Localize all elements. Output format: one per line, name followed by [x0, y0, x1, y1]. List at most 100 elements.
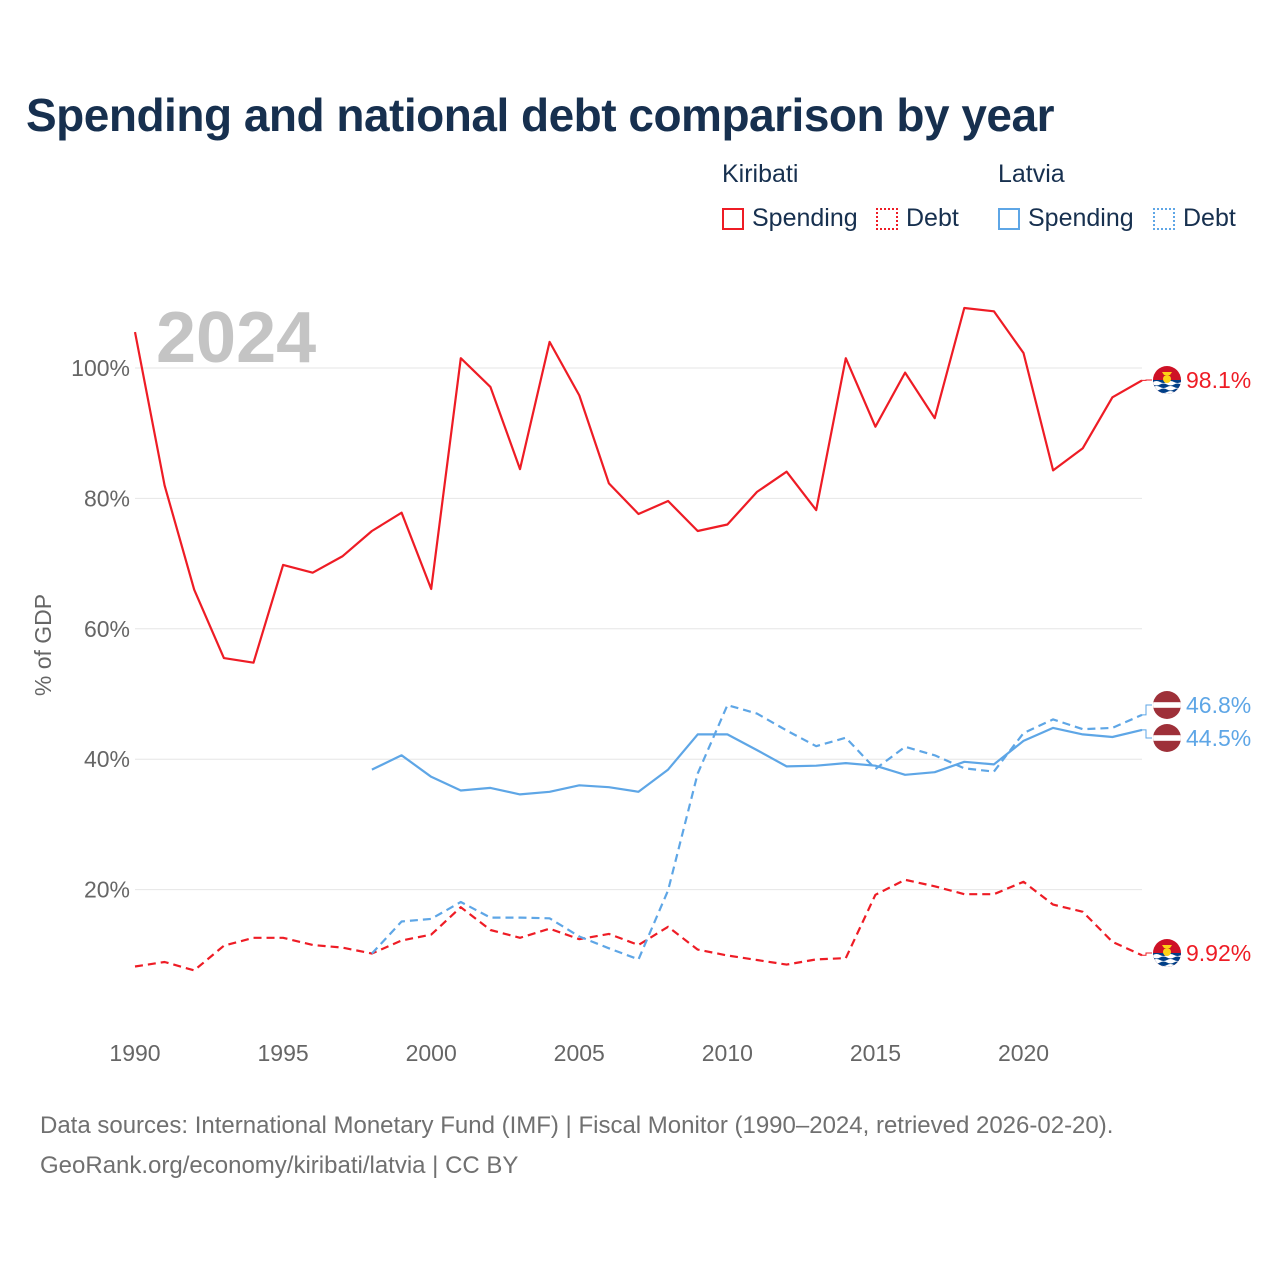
x-tick-label: 2010 — [702, 1040, 753, 1066]
data-point-latvia-debt — [429, 917, 433, 921]
data-point-latvia-spending — [666, 768, 670, 772]
data-point-kiribati-spending — [222, 656, 226, 660]
data-point-kiribati-debt — [192, 968, 196, 972]
data-point-latvia-debt — [459, 900, 463, 904]
data-point-kiribati-debt — [548, 927, 552, 931]
data-point-kiribati-debt — [962, 892, 966, 896]
data-point-kiribati-spending — [1022, 351, 1026, 355]
data-point-latvia-spending — [933, 770, 937, 774]
data-point-kiribati-debt — [222, 944, 226, 948]
data-point-kiribati-spending — [962, 306, 966, 310]
data-point-latvia-spending — [1051, 726, 1055, 730]
data-point-latvia-debt — [962, 766, 966, 770]
data-point-kiribati-debt — [666, 925, 670, 929]
x-tick-label: 2015 — [850, 1040, 901, 1066]
series-line-kiribati-debt — [134, 878, 1143, 972]
legend-item-kiribati-spending[interactable]: Spending — [722, 204, 858, 233]
data-point-kiribati-spending — [577, 393, 581, 397]
data-point-latvia-debt — [518, 916, 522, 920]
data-point-latvia-spending — [725, 732, 729, 736]
source-line-2[interactable]: GeoRank.org/economy/kiribati/latvia | CC… — [40, 1152, 519, 1179]
kiribati-flag-icon — [1153, 939, 1181, 967]
end-label-kiribati-debt: 9.92% — [1186, 940, 1251, 966]
data-point-latvia-spending — [903, 773, 907, 777]
data-point-latvia-spending — [785, 764, 789, 768]
data-point-kiribati-spending — [725, 523, 729, 527]
data-point-latvia-debt — [696, 772, 700, 776]
series-line-latvia-spending — [371, 726, 1143, 796]
source-note: Data sources: International Monetary Fun… — [40, 1106, 1113, 1186]
data-point-kiribati-debt — [637, 943, 641, 947]
legend-group-kiribati: Kiribati — [722, 160, 799, 188]
end-label-kiribati-spending: 98.1% — [1186, 367, 1251, 393]
data-point-kiribati-debt — [992, 892, 996, 896]
data-point-latvia-spending — [1110, 735, 1114, 739]
data-point-latvia-spending — [459, 789, 463, 793]
data-point-kiribati-spending — [814, 508, 818, 512]
y-tick-label: 100% — [71, 355, 130, 381]
data-point-latvia-debt — [1051, 717, 1055, 721]
data-point-kiribati-debt — [933, 884, 937, 888]
y-tick-label: 20% — [84, 877, 130, 903]
data-point-kiribati-debt — [725, 954, 729, 958]
data-point-latvia-spending — [962, 760, 966, 764]
end-connector-latvia-debt — [1142, 704, 1152, 716]
data-point-latvia-spending — [637, 790, 641, 794]
latvia-flag-icon — [1153, 691, 1181, 719]
legend-label-latvia-spending: Spending — [1028, 204, 1134, 232]
data-point-kiribati-spending — [370, 529, 374, 533]
series-line-kiribati-spending — [133, 306, 1143, 664]
legend-swatch-latvia-spending — [998, 207, 1020, 230]
legend-item-latvia-spending[interactable]: Spending — [998, 204, 1134, 233]
data-point-kiribati-spending — [696, 529, 700, 533]
x-tick-label: 2000 — [406, 1040, 457, 1066]
x-tick-label: 1995 — [258, 1040, 309, 1066]
legend-group-latvia: Latvia — [998, 160, 1065, 188]
data-point-latvia-debt — [548, 916, 552, 920]
data-point-kiribati-spending — [340, 554, 344, 558]
x-tick-label: 2005 — [554, 1040, 605, 1066]
data-point-kiribati-debt — [1022, 880, 1026, 884]
legend-item-latvia-debt[interactable]: Debt — [1153, 204, 1236, 233]
data-point-latvia-debt — [725, 703, 729, 707]
data-point-kiribati-debt — [903, 878, 907, 882]
data-point-kiribati-debt — [873, 893, 877, 897]
data-point-kiribati-debt — [1110, 940, 1114, 944]
legend: Kiribati Spending Debt Latvia Spending D… — [722, 160, 1262, 240]
legend-item-kiribati-debt[interactable]: Debt — [876, 204, 959, 233]
data-point-latvia-debt — [785, 729, 789, 733]
line-chart: 20% 40% 60% 80% 100% 1990 1995 2000 2005 2010 2015… — [30, 298, 1251, 1066]
y-tick-label: 60% — [84, 616, 130, 642]
y-tick-label: 40% — [84, 746, 130, 772]
data-point-latvia-debt — [370, 952, 374, 956]
data-point-latvia-spending — [1022, 739, 1026, 743]
data-point-kiribati-spending — [1051, 468, 1055, 472]
data-point-kiribati-debt — [429, 933, 433, 937]
data-point-kiribati-spending — [755, 490, 759, 494]
data-point-kiribati-debt — [311, 943, 315, 947]
legend-label-latvia-debt: Debt — [1183, 204, 1236, 232]
data-point-kiribati-debt — [281, 936, 285, 940]
y-tick-label: 80% — [84, 485, 130, 511]
data-point-kiribati-debt — [133, 965, 137, 969]
data-point-kiribati-spending — [1081, 446, 1085, 450]
data-point-kiribati-spending — [163, 483, 167, 487]
data-point-latvia-debt — [844, 736, 848, 740]
data-point-latvia-debt — [933, 753, 937, 757]
data-point-kiribati-spending — [992, 309, 996, 313]
data-point-latvia-debt — [1110, 726, 1114, 730]
data-point-kiribati-debt — [696, 948, 700, 952]
data-point-kiribati-spending — [488, 385, 492, 389]
data-point-latvia-spending — [755, 748, 759, 752]
data-point-latvia-spending — [696, 732, 700, 736]
data-point-kiribati-debt — [488, 928, 492, 932]
data-point-kiribati-debt — [400, 939, 404, 943]
data-point-kiribati-debt — [1081, 910, 1085, 914]
kiribati-flag-icon — [1153, 366, 1181, 394]
data-point-kiribati-spending — [844, 356, 848, 360]
data-point-kiribati-spending — [785, 470, 789, 474]
legend-label-kiribati-debt: Debt — [906, 204, 959, 232]
data-point-kiribati-spending — [459, 356, 463, 360]
end-label-latvia-debt: 46.8% — [1186, 692, 1251, 718]
data-point-kiribati-debt — [252, 936, 256, 940]
